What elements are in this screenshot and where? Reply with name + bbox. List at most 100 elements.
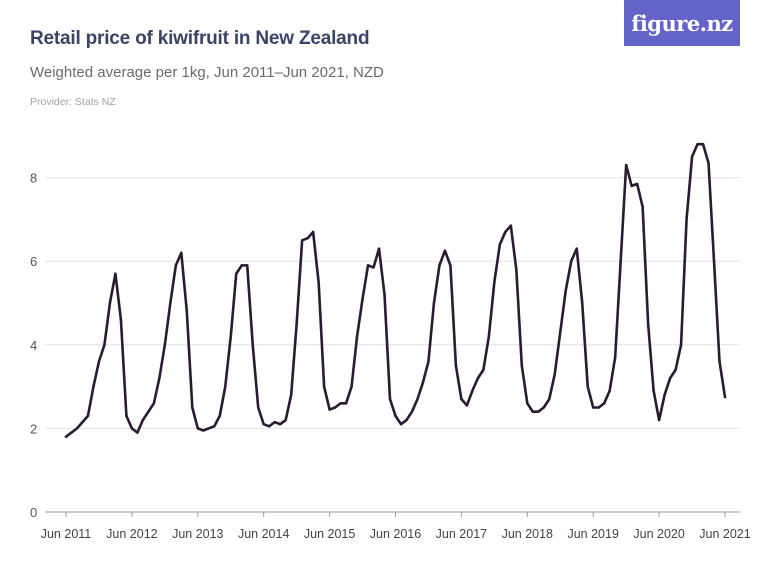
data-point: [460, 397, 463, 401]
data-point: [690, 155, 694, 158]
data-point: [344, 402, 348, 405]
x-tick-label: Jun 2015: [304, 527, 355, 541]
data-point: [509, 224, 513, 227]
y-tick-label: 6: [30, 254, 37, 269]
data-point: [526, 402, 529, 405]
data-point: [366, 264, 370, 267]
data-point: [608, 389, 611, 392]
data-point: [218, 414, 221, 418]
data-point: [592, 406, 595, 409]
data-point: [70, 431, 73, 434]
data-point: [493, 280, 496, 284]
data-point: [317, 280, 320, 284]
data-point: [246, 264, 249, 267]
data-point: [652, 389, 655, 392]
data-point: [399, 423, 403, 426]
data-point: [191, 406, 194, 409]
data-point: [361, 297, 364, 301]
data-point: [64, 435, 68, 438]
data-point: [498, 243, 502, 246]
data-point: [542, 406, 545, 409]
data-point: [619, 260, 622, 263]
data-point: [575, 247, 578, 250]
chart-subtitle: Weighted average per 1kg, Jun 2011–Jun 2…: [30, 64, 384, 81]
data-point: [559, 331, 562, 334]
series-layer: [64, 142, 727, 439]
data-point: [289, 393, 293, 397]
figure-nz-logo[interactable]: figure.nz: [624, 0, 740, 46]
data-point: [432, 301, 436, 305]
y-tick-label: 4: [30, 338, 37, 353]
y-tick-label: 2: [30, 421, 37, 436]
data-point: [284, 418, 287, 422]
data-point: [613, 356, 617, 359]
data-point: [86, 414, 90, 418]
data-point: [707, 161, 710, 165]
data-point: [718, 360, 721, 363]
data-point: [624, 163, 628, 167]
data-point: [207, 427, 210, 430]
data-point: [163, 343, 167, 346]
data-point: [553, 372, 556, 376]
data-point: [81, 420, 84, 424]
data-point: [103, 343, 106, 346]
data-point: [213, 425, 216, 428]
data-point: [278, 423, 282, 426]
data-point: [564, 289, 567, 292]
data-point: [394, 414, 397, 418]
data-point: [267, 425, 271, 428]
data-point: [114, 272, 117, 275]
data-point: [471, 389, 474, 392]
x-tick-label: Jun 2016: [370, 527, 421, 541]
provider-label: Provider: Stats NZ: [30, 96, 116, 108]
data-point: [515, 268, 518, 271]
gridlines: [45, 177, 740, 513]
data-point: [125, 414, 128, 418]
data-point: [602, 402, 606, 405]
data-point: [668, 377, 672, 380]
data-point: [322, 385, 326, 388]
data-point: [487, 335, 491, 338]
data-point: [300, 239, 304, 242]
data-point: [635, 182, 639, 186]
data-point: [388, 397, 392, 401]
data-point: [180, 251, 183, 255]
data-point: [136, 431, 139, 434]
data-point: [482, 368, 485, 372]
data-point: [712, 260, 716, 263]
data-point: [449, 264, 452, 267]
x-tick-label: Jun 2017: [436, 527, 487, 541]
data-point: [641, 205, 644, 209]
x-tick-label: Jun 2011: [41, 527, 92, 541]
data-point: [504, 230, 507, 234]
data-point: [723, 395, 727, 399]
data-point: [372, 266, 375, 269]
data-point: [701, 142, 705, 146]
x-tick-label: Jun 2012: [106, 527, 157, 541]
data-point: [531, 410, 534, 413]
data-point: [328, 408, 331, 411]
data-point: [169, 301, 172, 305]
x-tick-label: Jun 2021: [699, 527, 750, 541]
data-point: [141, 418, 145, 422]
chart-title: Retail price of kiwifruit in New Zealand: [30, 28, 370, 49]
data-point: [383, 293, 386, 296]
data-point: [586, 385, 589, 388]
data-point: [152, 402, 156, 405]
data-point: [350, 385, 353, 388]
data-point: [235, 272, 238, 275]
data-point: [119, 318, 123, 321]
x-tick-label: Jun 2019: [567, 527, 618, 541]
data-point: [377, 247, 381, 250]
data-point: [224, 385, 227, 388]
data-point: [548, 397, 551, 401]
data-point: [421, 381, 425, 384]
data-point: [196, 427, 199, 430]
data-point: [306, 237, 309, 240]
data-point: [696, 142, 699, 146]
data-point: [202, 429, 205, 432]
x-tick-label: Jun 2014: [238, 527, 289, 541]
data-point: [174, 264, 178, 267]
data-point: [570, 260, 573, 263]
